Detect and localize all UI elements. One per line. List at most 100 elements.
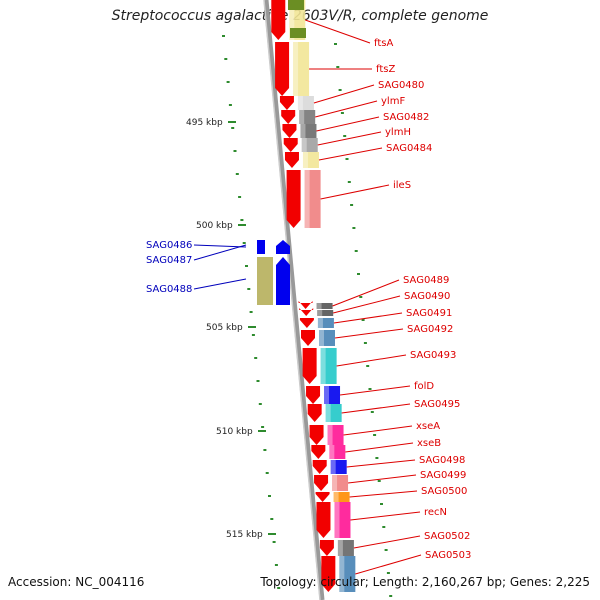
scale-tick — [222, 35, 225, 37]
gene-leader-line — [345, 442, 414, 453]
scale-label: 510 kbp — [216, 427, 253, 437]
gene-label-sag0492[interactable]: SAG0492 — [407, 324, 453, 335]
scale-tick — [359, 296, 363, 298]
gene-label-sag0486[interactable]: SAG0486 — [146, 240, 192, 251]
gene-arrow — [316, 502, 331, 538]
cog-bar — [324, 386, 341, 404]
cog-bar-highlight — [317, 318, 323, 328]
scale-tick — [354, 250, 358, 252]
gene-arrow — [307, 404, 322, 422]
cog-bar — [332, 475, 349, 491]
scale-label: 515 kbp — [226, 530, 263, 540]
gene-label-ylmh[interactable]: ylmH — [385, 127, 411, 138]
scale-label: 505 kbp — [206, 323, 243, 333]
reverse-gene-arrow — [276, 240, 290, 254]
scale-tick — [263, 449, 267, 451]
gene-label-sag0482[interactable]: SAG0482 — [383, 112, 429, 123]
gene-label-sag0503[interactable]: SAG0503 — [425, 550, 471, 561]
scale-tick — [228, 104, 232, 106]
scale-tick — [357, 273, 360, 275]
cog-bar-highlight — [334, 502, 340, 538]
gene-leader-line — [334, 328, 404, 339]
scale-tick — [277, 587, 281, 589]
gene-label-iles[interactable]: ileS — [393, 180, 411, 191]
gene-label-sag0499[interactable]: SAG0499 — [420, 470, 466, 481]
reverse-cog-bar — [257, 257, 273, 305]
gene-label-fold[interactable]: folD — [414, 381, 434, 392]
gene-label-sag0490[interactable]: SAG0490 — [404, 291, 450, 302]
gene-label-sag0493[interactable]: SAG0493 — [410, 350, 456, 361]
gene-label-sag0495[interactable]: SAG0495 — [414, 399, 460, 410]
gene-label-sag0487[interactable]: SAG0487 — [146, 255, 192, 266]
gene-arrow — [284, 152, 299, 168]
gene-label-ylmf[interactable]: ylmF — [381, 96, 405, 107]
scale-tick — [226, 81, 230, 83]
scale-tick — [247, 288, 251, 290]
scale-tick — [375, 457, 379, 459]
cog-bar-highlight — [300, 124, 306, 138]
gene-leader-line — [341, 403, 411, 414]
genome-backbone-shadow — [263, 0, 321, 600]
scale-tick — [347, 181, 351, 183]
cog-bar — [337, 540, 354, 556]
cog-bar-highlight — [302, 152, 308, 168]
cog-bar — [317, 318, 334, 328]
gene-leader-line — [355, 554, 422, 575]
gene-label-sag0498[interactable]: SAG0498 — [419, 455, 465, 466]
cog-bar — [325, 404, 342, 422]
cog-bar-highlight — [329, 445, 335, 459]
gene-leader-line — [336, 354, 407, 367]
gene-label-recn[interactable]: recN — [424, 507, 447, 518]
gene-label-sag0491[interactable]: SAG0491 — [406, 308, 452, 319]
gene-leader-line — [339, 385, 411, 396]
gene-label-sag0502[interactable]: SAG0502 — [424, 531, 470, 542]
gene-label-xsea[interactable]: xseA — [416, 421, 440, 432]
gene-label-sag0500[interactable]: SAG0500 — [421, 486, 467, 497]
gene-leader-line — [318, 147, 383, 161]
cog-bar-highlight — [327, 425, 333, 445]
scale-tick — [265, 472, 269, 474]
gene-label-ftsz[interactable]: ftsZ — [376, 64, 395, 75]
gene-arrow — [281, 110, 296, 124]
scale-label: 500 kbp — [196, 221, 233, 231]
gene-label-xseb[interactable]: xseB — [417, 438, 441, 449]
cog-bar-highlight — [333, 492, 339, 502]
scale-tick — [370, 411, 374, 413]
scale-tick — [254, 357, 258, 359]
scale-tick — [235, 173, 239, 175]
gene-arrow — [314, 475, 329, 491]
scale-tick — [373, 434, 377, 436]
scale-major-tick — [268, 533, 276, 535]
scale-tick — [270, 518, 274, 520]
gene-leader-line — [346, 459, 416, 468]
gene-label-ftsa[interactable]: ftsA — [374, 38, 393, 49]
cog-bar — [302, 152, 319, 168]
gene-leader-line — [193, 244, 247, 248]
cog-bar — [290, 28, 306, 38]
gene-arrow — [299, 318, 314, 328]
gene-arrow — [312, 460, 327, 474]
scale-tick — [334, 43, 337, 45]
scale-tick — [251, 334, 255, 336]
scale-tick — [233, 150, 237, 152]
cog-bar — [320, 348, 337, 384]
scale-tick — [386, 572, 390, 574]
gene-leader-line — [333, 312, 403, 324]
scale-major-tick — [258, 430, 266, 432]
gene-label-sag0489[interactable]: SAG0489 — [403, 275, 449, 286]
scale-major-tick — [238, 224, 246, 226]
cog-bar-highlight — [289, 0, 295, 40]
gene-leader-line — [193, 244, 247, 261]
gene-leader-line — [333, 295, 401, 314]
scale-tick — [256, 380, 260, 382]
gene-label-sag0480[interactable]: SAG0480 — [378, 80, 424, 91]
gene-leader-line — [305, 19, 371, 44]
scale-tick — [382, 526, 386, 528]
gene-label-sag0488[interactable]: SAG0488 — [146, 284, 192, 295]
gene-label-sag0484[interactable]: SAG0484 — [386, 143, 432, 154]
cog-bar-highlight — [304, 170, 310, 228]
scale-tick — [384, 549, 388, 551]
scale-tick — [336, 66, 340, 68]
cog-bar-highlight — [324, 386, 330, 404]
